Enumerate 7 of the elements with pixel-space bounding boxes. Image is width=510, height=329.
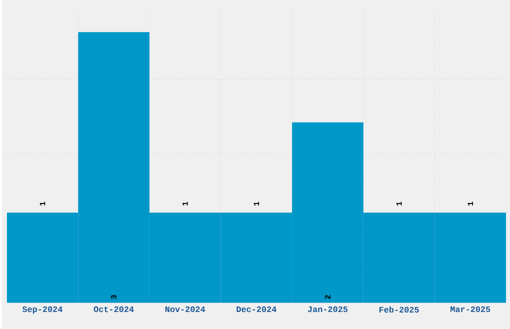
x-tick-label: Nov-2024 bbox=[165, 306, 206, 312]
x-tick-label: Jan-2025 bbox=[308, 306, 348, 312]
x-tick-label: Mar-2025 bbox=[450, 306, 490, 312]
x-tick-label: Oct-2024 bbox=[94, 306, 134, 312]
x-tick-label: Dec-2024 bbox=[236, 306, 276, 312]
x-tick-label: Feb-2025 bbox=[379, 306, 419, 313]
x-tick-label: Sep-2024 bbox=[22, 306, 62, 314]
